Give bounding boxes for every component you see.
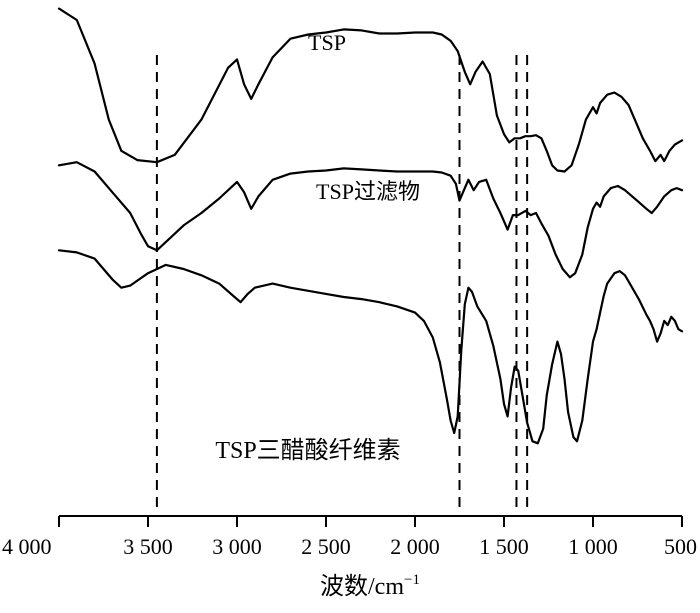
series-tsp-line [57, 7, 684, 173]
series-label-tsp: TSP [308, 30, 346, 55]
series-tsp-triacetate-line [57, 249, 684, 445]
x-tick-labels: 4 000 3 500 3 000 2 500 2 000 1 500 1 000 500 [2, 534, 697, 559]
series-label-tsp-filtrate: TSP过滤物 [316, 179, 420, 204]
x-axis-title-superscript: −1 [404, 572, 420, 588]
x-axis-title: 波数/cm−1 [320, 572, 420, 600]
series-label-tsp-triacetate: TSP三醋酸纤维素 [215, 437, 400, 464]
x-tick-label-2500: 2 500 [301, 534, 351, 559]
reference-lines [155, 55, 529, 512]
x-tick-label-3500: 3 500 [123, 534, 173, 559]
x-tick-label-1500: 1 500 [479, 534, 529, 559]
x-ticks [58, 516, 683, 527]
series-tsp-filtrate-line [57, 161, 684, 279]
x-tick-label-3000: 3 000 [212, 534, 262, 559]
x-tick-label-500: 500 [664, 534, 697, 559]
x-axis-title-main: 波数/cm [320, 573, 404, 600]
x-axis: 4 000 3 500 3 000 2 500 2 000 1 500 1 000 500 [2, 515, 697, 559]
x-tick-label-1000: 1 000 [568, 534, 618, 559]
x-tick-label-4000: 4 000 [2, 534, 52, 559]
series-group [57, 7, 684, 445]
x-tick-label-2000: 2 000 [390, 534, 440, 559]
